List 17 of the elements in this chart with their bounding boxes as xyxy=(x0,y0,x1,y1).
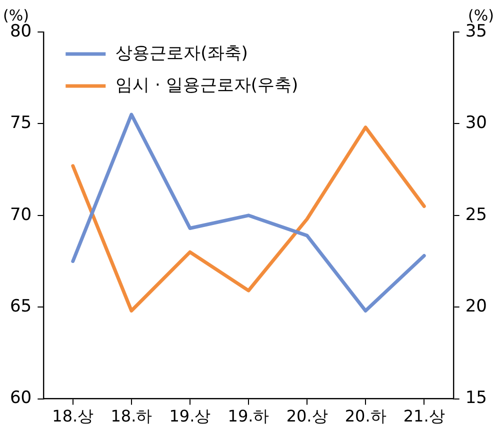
legend-label: 상용근로자(좌축) xyxy=(116,43,248,64)
y-tick-label: 75 xyxy=(10,113,32,134)
x-tick-label: 20.하 xyxy=(344,406,386,426)
x-tick-label: 19.상 xyxy=(169,406,211,426)
x-tick-label: 19.하 xyxy=(228,406,270,426)
x-tick-label: 21.상 xyxy=(403,406,445,426)
x-tick-label: 18.하 xyxy=(110,406,152,426)
y2-tick-label: 30 xyxy=(465,113,488,134)
legend-label: 임시 · 일용근로자(우축) xyxy=(116,75,298,96)
x-tick-label: 20.상 xyxy=(286,406,328,426)
y-tick-label: 60 xyxy=(10,388,32,408)
y-tick-label: 65 xyxy=(10,296,32,317)
y2-tick-label: 25 xyxy=(465,204,488,225)
y2-tick-label: 15 xyxy=(465,388,488,408)
y2-tick-label: 20 xyxy=(465,296,488,317)
x-tick-label: 18.상 xyxy=(52,406,94,426)
y-tick-label: 70 xyxy=(10,204,32,225)
